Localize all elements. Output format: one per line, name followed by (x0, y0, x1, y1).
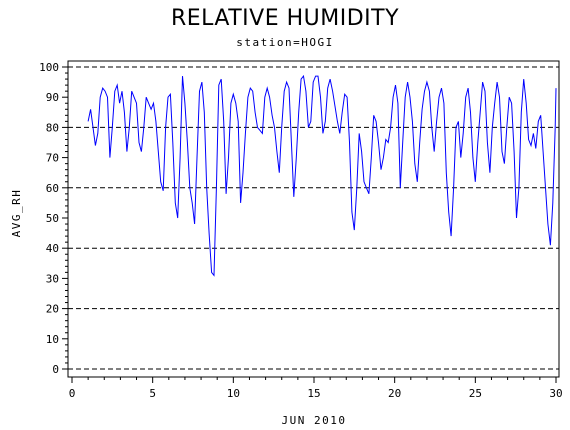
x-tick-label: 0 (69, 387, 76, 400)
y-axis: 0 10 20 30 40 50 60 70 80 90 100 (39, 61, 68, 376)
y-tick-label: 80 (46, 121, 59, 134)
x-tick-label: 20 (388, 387, 401, 400)
x-tick-label: 10 (227, 387, 240, 400)
y-tick-label: 100 (39, 61, 59, 74)
x-tick-label: 5 (149, 387, 156, 400)
y-tick-label: 40 (46, 242, 59, 255)
y-axis-label: AVG_RH (10, 189, 23, 238)
y-tick-label: 20 (46, 303, 59, 316)
series-line-1 (87, 74, 557, 277)
y-tick-label: 50 (46, 212, 59, 225)
x-tick-label: 30 (549, 387, 562, 400)
x-tick-label: 25 (469, 387, 482, 400)
y-tick-label: 0 (52, 363, 59, 376)
y-tick-label: 70 (46, 152, 59, 165)
x-axis: 0 5 10 15 20 25 30 (69, 377, 563, 400)
series-group (87, 74, 557, 277)
chart-title: RELATIVE HUMIDITY (170, 6, 400, 31)
y-tick-label: 90 (46, 91, 59, 104)
x-tick-label: 15 (307, 387, 320, 400)
y-tick-label: 60 (46, 182, 59, 195)
y-tick-label: 30 (46, 272, 59, 285)
y-tick-label: 10 (46, 333, 59, 346)
x-axis-label: JUN 2010 (282, 414, 347, 427)
reference-lines (68, 66, 559, 370)
chart-subtitle: station=HOGI (236, 36, 334, 49)
